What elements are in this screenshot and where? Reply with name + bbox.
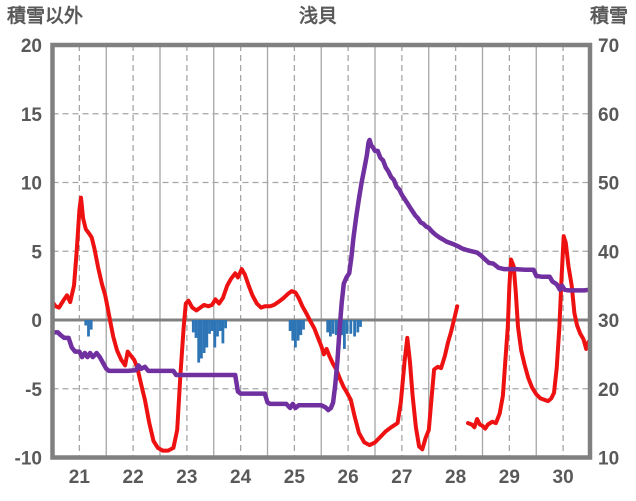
left-axis-tick: -5 bbox=[25, 380, 42, 401]
gridlines bbox=[52, 45, 590, 458]
precipitation-bar bbox=[343, 320, 346, 349]
precipitation-bar bbox=[87, 320, 90, 337]
chart-title: 浅貝 bbox=[298, 6, 337, 27]
left-axis-title: 積雪以外 bbox=[7, 6, 84, 27]
precipitation-bar bbox=[224, 320, 227, 329]
right-axis-tick: 70 bbox=[598, 36, 619, 57]
right-axis-tick: 10 bbox=[598, 449, 619, 470]
left-axis-tick: -10 bbox=[15, 449, 42, 470]
precipitation-bar bbox=[353, 320, 356, 337]
x-axis-tick: 29 bbox=[499, 467, 520, 488]
precipitation-bar bbox=[216, 320, 219, 337]
left-axis-tick: 15 bbox=[21, 105, 43, 126]
precipitation-bar bbox=[331, 320, 335, 334]
precipitation-bar bbox=[294, 320, 297, 348]
precipitation-bars bbox=[84, 320, 362, 363]
x-axis-tick: 25 bbox=[284, 467, 306, 488]
right-axis-tick: 50 bbox=[598, 174, 619, 195]
precipitation-bar bbox=[84, 320, 88, 326]
snow-depth-line bbox=[50, 137, 591, 413]
precipitation-bar bbox=[356, 320, 360, 333]
precipitation-bar bbox=[205, 320, 209, 348]
precipitation-bar bbox=[200, 320, 203, 359]
precipitation-bar bbox=[218, 320, 222, 331]
right-axis-tick: 30 bbox=[598, 311, 619, 332]
precipitation-bar bbox=[213, 320, 217, 348]
x-axis-tick: 23 bbox=[176, 467, 197, 488]
right-axis-tick: 60 bbox=[598, 105, 619, 126]
left-axis-tick: 0 bbox=[31, 311, 42, 332]
temperature-line bbox=[466, 234, 591, 431]
precipitation-bar bbox=[296, 320, 300, 341]
left-axis-tick: 5 bbox=[31, 242, 42, 263]
precipitation-bar bbox=[208, 320, 211, 334]
precipitation-bar bbox=[345, 320, 349, 334]
precipitation-bar bbox=[359, 320, 362, 327]
precipitation-bar bbox=[329, 320, 332, 337]
precipitation-bar bbox=[288, 320, 292, 331]
right-axis-tick: 20 bbox=[598, 380, 619, 401]
precipitation-bar bbox=[191, 320, 195, 333]
left-axis-tick: 20 bbox=[21, 36, 42, 57]
x-axis-tick: 27 bbox=[391, 467, 412, 488]
precipitation-bar bbox=[194, 320, 198, 338]
precipitation-bar bbox=[221, 320, 225, 344]
precipitation-bar bbox=[299, 320, 303, 336]
left-axis-tick: 10 bbox=[21, 174, 42, 195]
precipitation-bar bbox=[202, 320, 206, 353]
precipitation-bar bbox=[326, 320, 330, 333]
precipitation-bar bbox=[291, 320, 295, 341]
precipitation-bar bbox=[349, 320, 353, 334]
plot-frame bbox=[50, 42, 593, 460]
precipitation-bar bbox=[210, 320, 214, 331]
precipitation-bar bbox=[334, 320, 338, 336]
x-axis-tick: 28 bbox=[445, 467, 466, 488]
x-axis-tick: 22 bbox=[123, 467, 144, 488]
right-axis-tick: 40 bbox=[598, 242, 619, 263]
x-axis-tick: 24 bbox=[230, 467, 252, 488]
precipitation-bar bbox=[197, 320, 201, 363]
x-axis-tick: 30 bbox=[553, 467, 574, 488]
x-axis-tick: 26 bbox=[338, 467, 359, 488]
right-axis-title: 積雪 bbox=[589, 6, 628, 27]
precipitation-bar bbox=[302, 320, 305, 330]
precipitation-bar bbox=[89, 320, 93, 330]
temperature-line bbox=[50, 195, 460, 453]
x-axis-tick: 21 bbox=[69, 467, 91, 488]
